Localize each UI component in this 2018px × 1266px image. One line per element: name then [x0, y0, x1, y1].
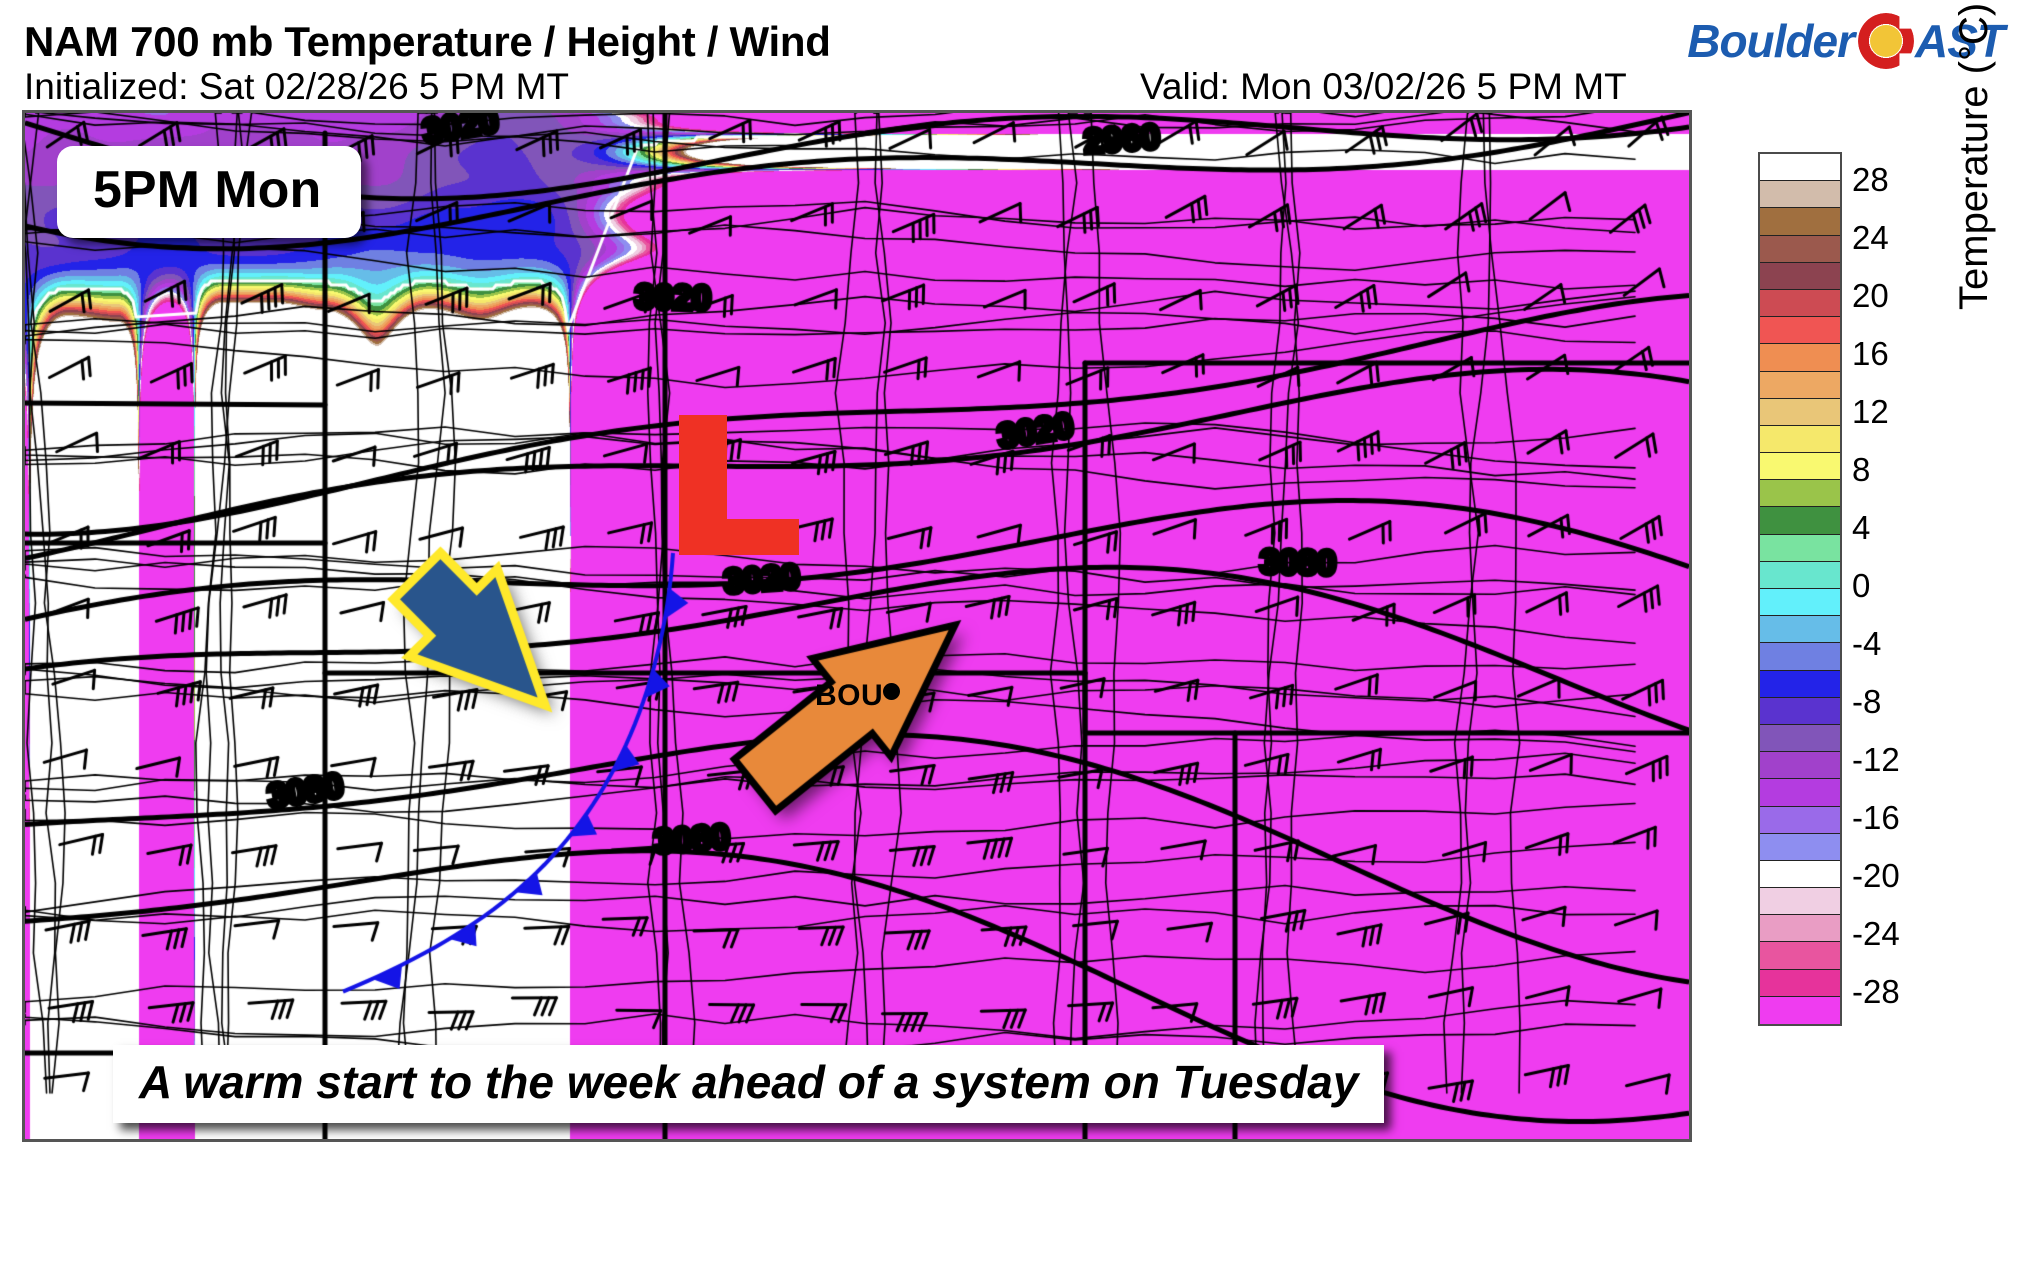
time-label-box: 5PM Mon [57, 146, 362, 238]
caption-banner: A warm start to the week ahead of a syst… [113, 1045, 1385, 1123]
colorbar-cell [1760, 589, 1840, 617]
colorbar-tick: 12 [1852, 393, 1889, 431]
logo-word-ast: AST [1915, 15, 2005, 67]
colorbar-tick: -16 [1852, 799, 1900, 837]
colorbar-tick: 4 [1852, 509, 1871, 547]
colorbar-cell [1760, 724, 1840, 753]
colorado-c-icon [1856, 12, 1918, 70]
colorbar-tick: -28 [1852, 973, 1900, 1011]
colorbar-cell [1760, 453, 1840, 481]
colorbar-tick: -20 [1852, 857, 1900, 895]
colorbar-cell [1760, 616, 1840, 644]
map-raster [25, 113, 1689, 1139]
colorbar-tick: 28 [1852, 161, 1889, 198]
station-label-bou: BOU [815, 679, 884, 712]
colorbar-cell [1760, 371, 1840, 399]
colorbar-cell [1760, 697, 1840, 725]
header-bar: NAM 700 mb Temperature / Height / Wind I… [0, 0, 2018, 110]
colorbar-tick: -4 [1852, 625, 1882, 663]
colorbar-cell [1760, 779, 1840, 807]
colorbar-cell [1760, 888, 1840, 916]
colorbar-cell [1760, 806, 1840, 834]
colorbar-cell [1760, 534, 1840, 562]
station-dot-bou [883, 683, 900, 700]
colorbar: 28 24 20 16 12 8 4 0 -4 -8 -12 -16 -20 -24 -28 [1758, 152, 1900, 1026]
colorbar-cell [1760, 507, 1840, 535]
colorbar-tick: -12 [1852, 741, 1900, 779]
colorbar-cell [1760, 915, 1840, 943]
logo-word-boulder: Boulder [1687, 15, 1855, 67]
colorbar-cell [1760, 344, 1840, 372]
colorbar-tick: 24 [1852, 219, 1889, 257]
colorbar-tick: 0 [1852, 567, 1871, 605]
colorbar-cell [1760, 154, 1840, 182]
colorbar-cell [1760, 235, 1840, 263]
colorbar-tick: 16 [1852, 335, 1889, 373]
colorbar-cell [1760, 289, 1840, 318]
colorbar-cell [1760, 561, 1840, 589]
colorbar-cell [1760, 752, 1840, 780]
colorbar-cell [1760, 670, 1840, 698]
weather-map[interactable]: 5PM Mon BOU A warm start to the week ahe… [22, 110, 1692, 1142]
colorbar-cell [1760, 996, 1840, 1024]
colorbar-cell [1760, 833, 1840, 861]
colorbar-cell [1760, 942, 1840, 970]
colorbar-cell [1760, 480, 1840, 508]
initialized-time: Initialized: Sat 02/28/26 5 PM MT [24, 66, 569, 107]
colorbar-cell [1760, 398, 1840, 426]
colorbar-tick: 8 [1852, 451, 1871, 489]
colorbar-cell [1760, 208, 1840, 236]
colorbar-cell [1760, 317, 1840, 345]
colorbar-tick: -24 [1852, 915, 1900, 953]
colorbar-tick: 20 [1852, 277, 1889, 315]
colorbar-cell [1760, 425, 1840, 454]
colorbar-tick: -8 [1852, 683, 1882, 721]
colorbar-cell [1760, 181, 1840, 209]
page-title: NAM 700 mb Temperature / Height / Wind [24, 18, 831, 65]
colorbar-cell [1760, 969, 1840, 997]
colorbar-cell [1760, 643, 1840, 671]
colorbar-cell [1760, 262, 1840, 290]
colorbar-axis-title: Temperature (°C) [1952, 2, 1996, 310]
colorbar-cell [1760, 860, 1840, 889]
valid-time: Valid: Mon 03/02/26 5 PM MT [1140, 66, 1627, 107]
colorbar-swatches [1758, 152, 1842, 1026]
bouldercast-logo[interactable]: Boulder AST [1687, 12, 2005, 70]
